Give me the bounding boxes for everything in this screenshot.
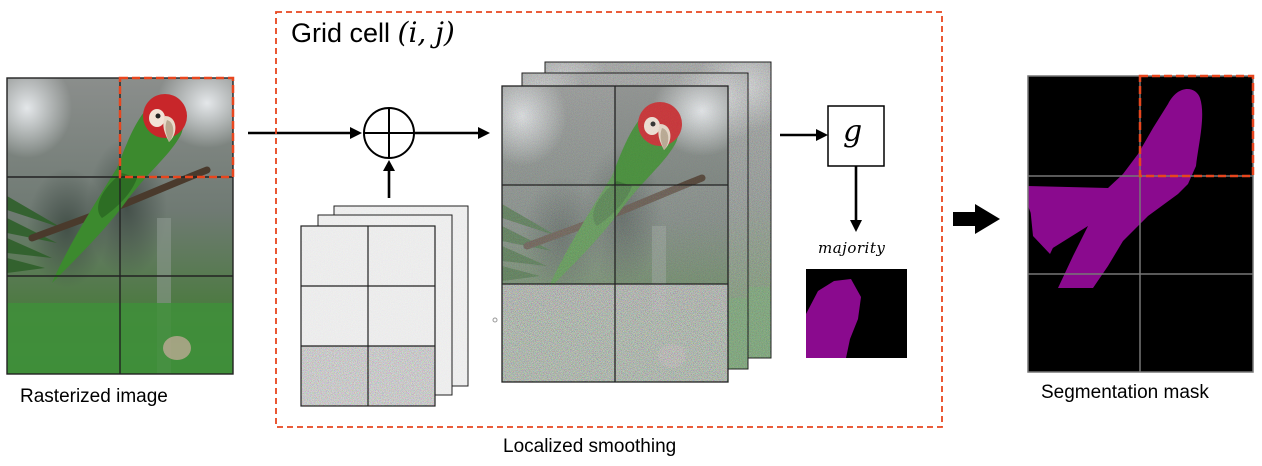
arrow-stack-to-g xyxy=(780,129,828,141)
noise-sample-stack xyxy=(300,205,469,407)
arrow-sum-to-stack xyxy=(415,127,490,139)
noisy-image-front xyxy=(501,85,729,383)
circle-plus-icon xyxy=(363,107,415,159)
thick-right-arrow-icon xyxy=(953,204,1000,234)
function-g-box xyxy=(827,105,885,167)
mask-grid-cell-highlight xyxy=(1138,74,1255,178)
noise-sample-front xyxy=(300,225,436,407)
majority-mask-cell xyxy=(806,269,907,358)
arrow-image-to-sum xyxy=(248,127,362,139)
function-g-label: g xyxy=(843,114,863,149)
grid-cell-title: Grid cell (i, j) xyxy=(291,16,455,49)
localized-smoothing-frame xyxy=(275,11,943,428)
parrot-mask-region xyxy=(1028,88,1203,288)
rasterized-image xyxy=(6,76,235,375)
majority-label: majority xyxy=(818,239,886,257)
arrow-g-to-majority xyxy=(850,166,862,232)
segmentation-mask-caption: Segmentation mask xyxy=(1041,382,1209,403)
grid-cell-title-text: Grid cell xyxy=(291,18,391,48)
noisy-image-stack xyxy=(501,61,772,383)
arrow-noise-to-sum xyxy=(383,160,395,198)
grid-cell-index: (i, j) xyxy=(397,16,455,49)
rasterized-image-caption: Rasterized image xyxy=(20,386,168,407)
selected-grid-cell-highlight xyxy=(118,76,235,179)
localized-smoothing-caption: Localized smoothing xyxy=(503,436,677,457)
segmentation-mask xyxy=(1027,74,1255,373)
separator-dot xyxy=(492,317,498,323)
